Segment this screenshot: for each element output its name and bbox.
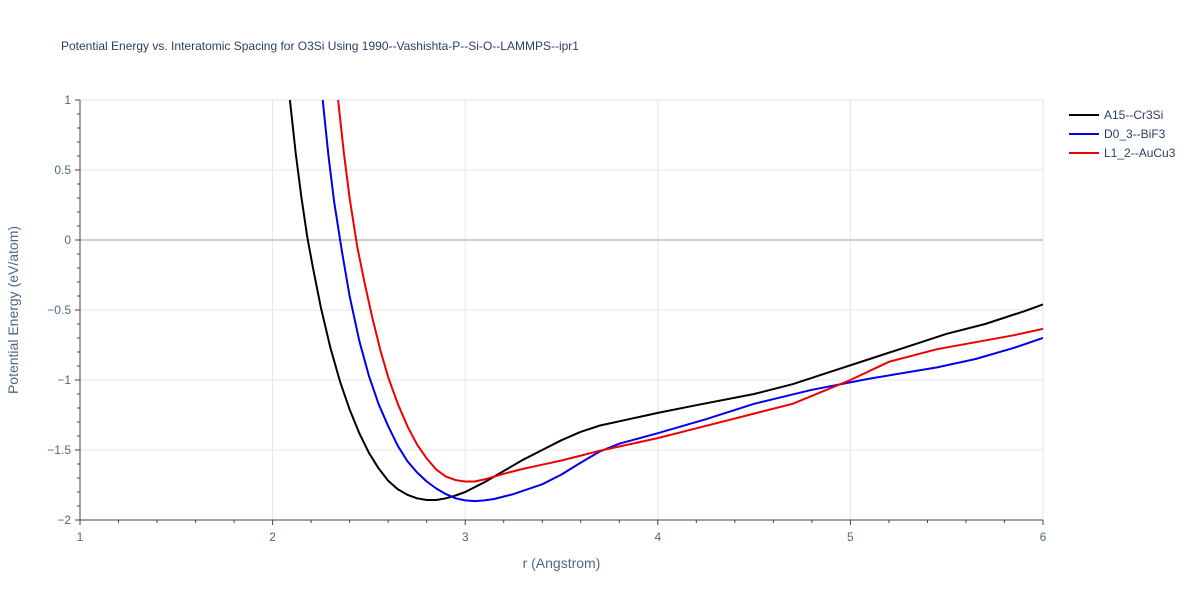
chart-title: Potential Energy vs. Interatomic Spacing… xyxy=(61,39,579,53)
x-tick-label-1: 2 xyxy=(269,530,276,544)
y-tick-label-1: 0.5 xyxy=(54,163,71,177)
series-line-1 xyxy=(321,100,1043,503)
y-axis-ticks: 1 0.5 0 −0.5 −1 −1.5 −2 xyxy=(47,93,80,527)
y-tick-label-3: −0.5 xyxy=(47,303,71,317)
x-tick-label-5: 6 xyxy=(1040,530,1047,544)
series-lines xyxy=(288,100,1043,503)
x-tick-label-0: 1 xyxy=(77,530,84,544)
x-tick-label-3: 4 xyxy=(654,530,661,544)
legend-label-0: A15--Cr3Si xyxy=(1104,108,1163,122)
legend-label-1: D0_3--BiF3 xyxy=(1104,127,1166,141)
grid xyxy=(79,99,1044,521)
y-tick-label-0: 1 xyxy=(64,93,71,107)
legend: A15--Cr3Si D0_3--BiF3 L1_2--AuCu3 xyxy=(1069,108,1176,160)
y-tick-label-4: −1 xyxy=(57,373,71,387)
legend-label-2: L1_2--AuCu3 xyxy=(1104,146,1176,160)
y-axis-title: Potential Energy (eV/atom) xyxy=(5,226,21,394)
y-tick-label-6: −2 xyxy=(57,513,71,527)
series-line-0 xyxy=(288,100,1043,501)
x-axis-title: r (Angstrom) xyxy=(523,555,601,571)
series-line-2 xyxy=(337,100,1043,483)
x-axis-ticks: 1 2 3 4 5 6 xyxy=(77,520,1047,544)
y-tick-label-5: −1.5 xyxy=(47,443,71,457)
x-tick-label-4: 5 xyxy=(847,530,854,544)
y-tick-label-2: 0 xyxy=(64,233,71,247)
x-tick-label-2: 3 xyxy=(462,530,469,544)
